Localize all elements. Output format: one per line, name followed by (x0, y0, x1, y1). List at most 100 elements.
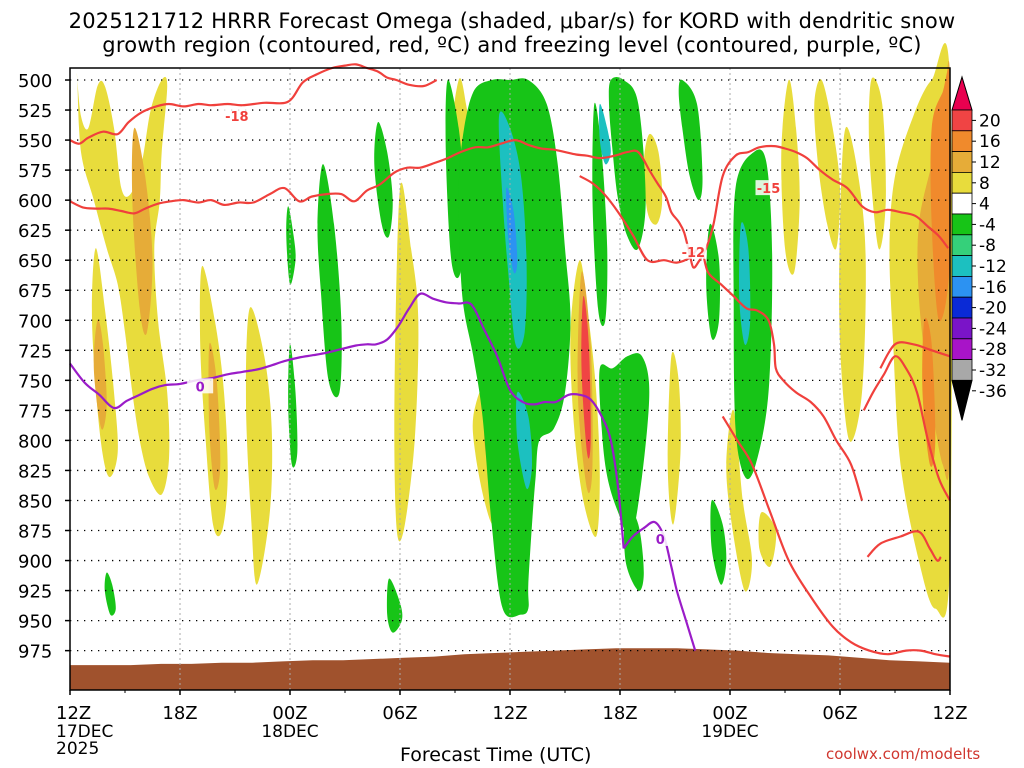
omega-region-4 (814, 79, 841, 250)
colorbar-label-2: 12 (979, 153, 1001, 173)
x-axis-label: Forecast Time (UTC) (400, 744, 592, 766)
x-tick-label-12: 00Z (272, 703, 307, 724)
x-tick-label-18: 06Z (382, 703, 417, 724)
colorbar-swatch-3 (951, 151, 973, 173)
freezing-label-bg (647, 530, 674, 546)
freezing-label: 0 (656, 533, 665, 548)
x-tick-label-24: 12Z (492, 703, 527, 724)
colorbar-swatch-2 (951, 130, 973, 153)
omega-region--12 (739, 222, 751, 346)
omega-region-4 (91, 248, 118, 478)
colorbar-swatch-4 (951, 171, 973, 194)
colorbar-label-13: -36 (979, 382, 1007, 402)
colorbar-swatch-1 (951, 109, 973, 132)
x-tick-label-42: 06Z (822, 703, 857, 724)
credit-link[interactable]: coolwx.com/modelts (826, 745, 981, 763)
omega-region-8 (131, 127, 153, 336)
grid-layer (70, 68, 950, 690)
colorbar-swatch-10 (951, 296, 973, 319)
omega-region--4 (317, 164, 342, 398)
freezing-label: 0 (196, 380, 205, 395)
colorbar-label-0: 20 (979, 111, 1001, 131)
y-tick-label-825: 825 (18, 461, 52, 482)
omega-region-4 (643, 133, 663, 225)
x-tick-year: 2025 (56, 739, 99, 759)
y-tick-label-900: 900 (18, 552, 52, 573)
y-tick-label-850: 850 (18, 491, 52, 512)
freezing-label-bg (187, 378, 214, 394)
omega-region--4 (386, 578, 403, 633)
omega-region--12 (599, 103, 611, 165)
omega-region--12 (516, 391, 533, 490)
y-tick-label-925: 925 (18, 582, 52, 603)
y-tick-label-575: 575 (18, 161, 52, 182)
omega-region--4 (623, 504, 644, 591)
omega-region-4 (394, 182, 419, 542)
y-tick-label-725: 725 (18, 341, 52, 362)
omega-region--4 (608, 77, 646, 251)
omega-region-4 (839, 126, 866, 442)
omega-region-4 (667, 351, 681, 525)
dendritic-contour-6 (879, 341, 951, 369)
colorbar-swatch-5 (951, 192, 973, 215)
dendritic-contour-3 (862, 355, 951, 502)
colorbar-swatch-12 (951, 338, 973, 360)
chart-title-line1: 2025121712 HRRR Forecast Omega (shaded, … (68, 9, 956, 33)
colorbar-label-5: -4 (979, 215, 996, 235)
colorbar-bottom-arrow (951, 379, 973, 421)
x-tick-label-6: 18Z (162, 703, 197, 724)
omega-region--4 (374, 121, 393, 238)
y-tick-label-500: 500 (18, 71, 52, 92)
colorbar-label-12: -32 (979, 361, 1007, 381)
dendritic-label: -12 (682, 246, 706, 261)
colorbar-label-10: -24 (979, 319, 1007, 339)
x-tick-date-12: 18DEC (261, 722, 318, 742)
omega-region--4 (599, 353, 650, 538)
dendritic-contour-5 (866, 530, 942, 562)
colorbar-label-3: 8 (979, 174, 990, 194)
y-tick-label-675: 675 (18, 281, 52, 302)
omega-region--4 (458, 78, 571, 618)
colorbar-label-9: -20 (979, 299, 1007, 319)
colorbar-label-6: -8 (979, 236, 996, 256)
colorbar-label-7: -12 (979, 257, 1007, 277)
colorbar-label-4: 4 (979, 195, 990, 215)
omega-region--4 (710, 499, 727, 585)
x-tick-label-36: 00Z (712, 703, 747, 724)
x-tick-label-0: 12Z (56, 703, 91, 724)
colorbar-swatch-13 (951, 359, 973, 381)
y-tick-label-650: 650 (18, 251, 52, 272)
x-tick-date-36: 19DEC (701, 722, 758, 742)
omega-region--4 (678, 79, 703, 201)
y-tick-label-875: 875 (18, 522, 52, 543)
omega-region--4 (706, 223, 721, 340)
omega-region-4 (868, 77, 886, 250)
dendritic-contour-4 (721, 415, 951, 658)
y-tick-label-600: 600 (18, 191, 52, 212)
omega-region--4 (288, 344, 298, 468)
colorbar-top-arrow (951, 75, 973, 111)
y-tick-label-775: 775 (18, 401, 52, 422)
x-tick-label-48: 12Z (932, 703, 967, 724)
contour-layer: -18 -15 -12 0 0 (69, 63, 951, 658)
x-tick-date-0: 17DEC (56, 722, 113, 742)
y-tick-label-625: 625 (18, 221, 52, 242)
y-tick-label-975: 975 (18, 642, 52, 663)
dendritic-contour-0 (69, 63, 438, 145)
colorbar-label-1: 16 (979, 132, 1001, 152)
dendritic-label-bg (755, 180, 782, 196)
dendritic-contour-2 (579, 175, 864, 501)
y-tick-label-750: 750 (18, 371, 52, 392)
y-tick-label-700: 700 (18, 311, 52, 332)
omega-region-4 (76, 73, 170, 495)
dendritic-label-bg (680, 243, 707, 259)
omega-region-4 (245, 307, 273, 585)
colorbar-swatch-8 (951, 255, 973, 277)
x-tick-label-30: 18Z (602, 703, 637, 724)
y-tick-label-950: 950 (18, 612, 52, 633)
colorbar-swatch-9 (951, 275, 973, 298)
y-tick-label-800: 800 (18, 431, 52, 452)
y-tick-label-550: 550 (18, 131, 52, 152)
